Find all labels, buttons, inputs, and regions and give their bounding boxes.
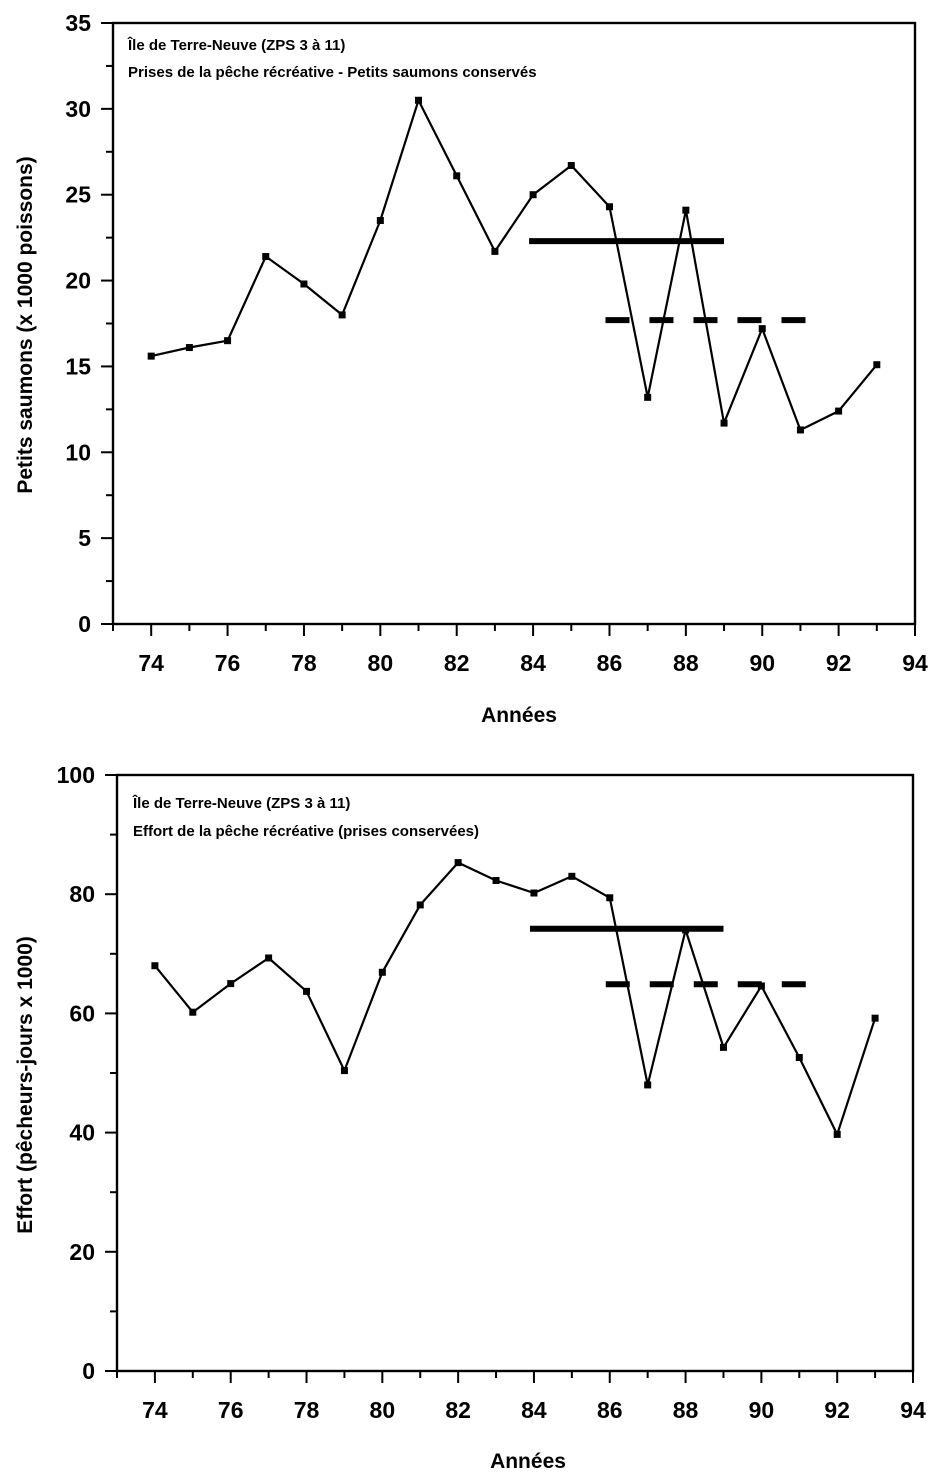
y-tick-label: 100 bbox=[57, 762, 95, 788]
y-tick-label: 20 bbox=[65, 268, 91, 294]
y-tick-label: 15 bbox=[65, 353, 91, 379]
data-series bbox=[151, 859, 878, 1138]
y-tick-label: 0 bbox=[82, 1358, 95, 1384]
data-point bbox=[339, 311, 346, 318]
data-point bbox=[491, 248, 498, 255]
x-tick-label: 92 bbox=[824, 1397, 850, 1423]
x-tick-label: 82 bbox=[445, 1397, 471, 1423]
data-point bbox=[227, 980, 234, 987]
data-point bbox=[759, 325, 766, 332]
y-tick-label: 40 bbox=[69, 1120, 95, 1146]
reference-lines bbox=[529, 241, 808, 320]
x-tick-label: 74 bbox=[138, 650, 164, 676]
data-point bbox=[530, 890, 537, 897]
data-point bbox=[379, 969, 386, 976]
y-tick-label: 0 bbox=[78, 611, 91, 637]
chart-title: Île de Terre-Neuve (ZPS 3 à 11) bbox=[132, 794, 350, 812]
data-point bbox=[415, 97, 422, 104]
x-tick-label: 76 bbox=[215, 650, 241, 676]
plot-frame bbox=[117, 775, 913, 1371]
data-point bbox=[834, 1131, 841, 1138]
x-axis-title: Années bbox=[481, 704, 557, 727]
y-tick-label: 25 bbox=[65, 182, 91, 208]
data-point bbox=[151, 962, 158, 969]
data-point bbox=[530, 191, 537, 198]
data-point bbox=[265, 954, 272, 961]
x-tick-label: 90 bbox=[749, 1397, 775, 1423]
x-tick-label: 86 bbox=[597, 650, 623, 676]
data-point bbox=[835, 408, 842, 415]
data-point bbox=[300, 281, 307, 288]
y-tick-label: 20 bbox=[69, 1239, 95, 1265]
chart-title: Île de Terre-Neuve (ZPS 3 à 11) bbox=[127, 36, 345, 54]
data-point bbox=[568, 873, 575, 880]
data-point bbox=[303, 988, 310, 995]
y-axis-title: Petits saumons (x 1000 poissons) bbox=[14, 156, 37, 493]
chart-fishing-effort: Île de Terre-Neuve (ZPS 3 à 11) Effort d… bbox=[14, 762, 926, 1473]
x-tick-label: 84 bbox=[521, 1397, 547, 1423]
data-point bbox=[644, 1081, 651, 1088]
y-tick-label: 80 bbox=[69, 881, 95, 907]
x-tick-label: 86 bbox=[597, 1397, 623, 1423]
series-line bbox=[151, 100, 877, 430]
data-point bbox=[568, 162, 575, 169]
data-point bbox=[796, 1054, 803, 1061]
reference-lines bbox=[530, 929, 807, 984]
x-tick-label: 94 bbox=[902, 650, 928, 676]
data-point bbox=[644, 394, 651, 401]
plot-frame bbox=[113, 23, 915, 624]
x-tick-label: 82 bbox=[444, 650, 470, 676]
data-point bbox=[493, 877, 500, 884]
data-point bbox=[224, 337, 231, 344]
x-tick-label: 90 bbox=[749, 650, 775, 676]
series-line bbox=[155, 863, 875, 1135]
data-point bbox=[720, 1044, 727, 1051]
x-tick-label: 80 bbox=[370, 1397, 396, 1423]
chart-subtitle: Effort de la pêche récréative (prises co… bbox=[133, 823, 479, 840]
x-axis-title: Années bbox=[490, 1450, 566, 1473]
data-point bbox=[186, 344, 193, 351]
data-point bbox=[148, 353, 155, 360]
data-point bbox=[455, 859, 462, 866]
data-point bbox=[873, 361, 880, 368]
y-axis-title: Effort (pêcheurs-jours x 1000) bbox=[14, 936, 37, 1234]
chart-small-salmon-catch: Île de Terre-Neuve (ZPS 3 à 11) Prises d… bbox=[14, 10, 928, 727]
y-tick-label: 60 bbox=[69, 1000, 95, 1026]
chart-subtitle: Prises de la pêche récréative - Petits s… bbox=[128, 64, 537, 81]
data-point bbox=[721, 420, 728, 427]
data-point bbox=[758, 982, 765, 989]
y-tick-label: 30 bbox=[65, 96, 91, 122]
data-point bbox=[377, 217, 384, 224]
y-tick-label: 10 bbox=[65, 439, 91, 465]
x-tick-label: 84 bbox=[520, 650, 546, 676]
data-point bbox=[262, 253, 269, 260]
x-tick-label: 94 bbox=[900, 1397, 926, 1423]
x-tick-label: 80 bbox=[368, 650, 394, 676]
data-point bbox=[417, 901, 424, 908]
x-tick-label: 92 bbox=[826, 650, 852, 676]
data-point bbox=[341, 1067, 348, 1074]
x-tick-label: 74 bbox=[142, 1397, 168, 1423]
axis-ticks: 74 76 78 80 82 84 86 88 90 92 94 0 5 10 15 20 25 30 35 bbox=[65, 10, 928, 676]
x-tick-label: 78 bbox=[291, 650, 317, 676]
data-point bbox=[606, 894, 613, 901]
x-tick-label: 76 bbox=[218, 1397, 244, 1423]
data-point bbox=[797, 426, 804, 433]
x-tick-label: 78 bbox=[294, 1397, 320, 1423]
data-point bbox=[682, 207, 689, 214]
data-point bbox=[872, 1015, 879, 1022]
data-point bbox=[606, 203, 613, 210]
data-series bbox=[148, 97, 881, 434]
x-tick-label: 88 bbox=[673, 1397, 699, 1423]
data-point bbox=[189, 1009, 196, 1016]
y-tick-label: 35 bbox=[65, 10, 91, 36]
x-tick-label: 88 bbox=[673, 650, 699, 676]
y-tick-label: 5 bbox=[78, 525, 91, 551]
data-point bbox=[453, 172, 460, 179]
data-point bbox=[682, 926, 689, 933]
axis-ticks: 74 76 78 80 82 84 86 88 90 92 94 0 20 40 60 80 100 bbox=[57, 762, 926, 1423]
